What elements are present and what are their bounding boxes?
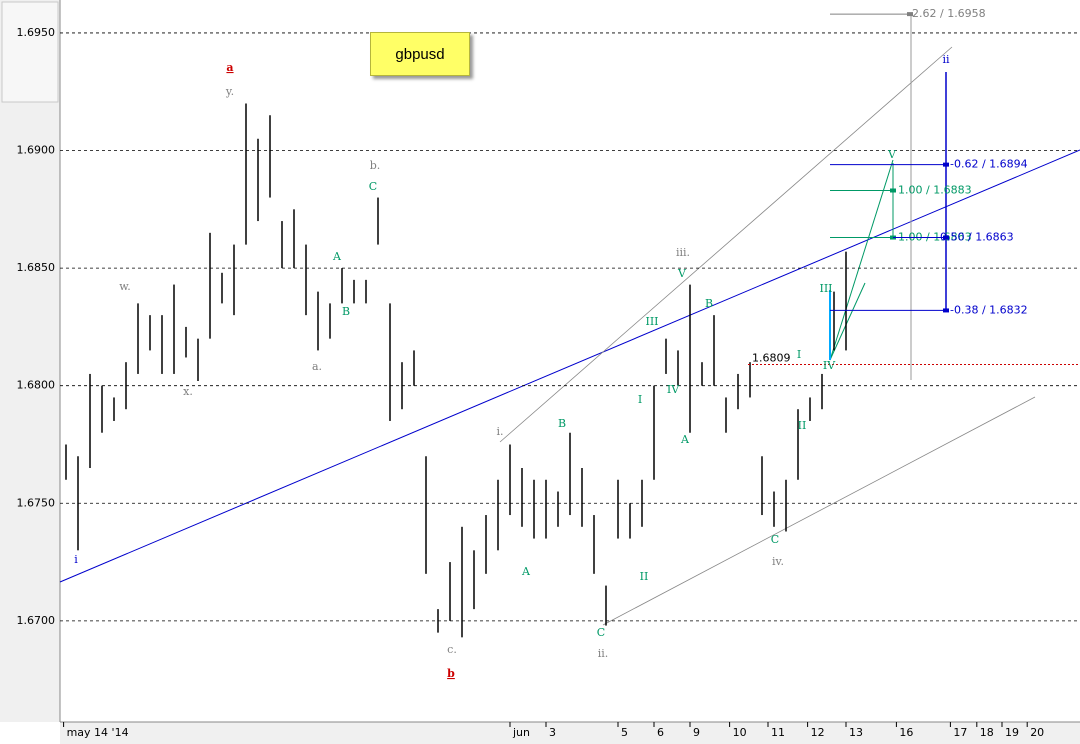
wave-label: iii. <box>676 246 690 259</box>
price-line-label: 1.6809 <box>752 352 791 365</box>
panel-box <box>1 1 59 103</box>
wave-label: C <box>771 533 779 546</box>
wave-label: I <box>638 393 642 406</box>
fib-handle <box>943 308 949 313</box>
wave-label: b. <box>370 159 381 172</box>
wave-label: A <box>332 250 342 263</box>
wave-label: II <box>798 419 807 432</box>
y-tick-label: 1.6900 <box>17 144 56 157</box>
trend-line <box>59 149 1080 583</box>
wave-label: i. <box>496 425 503 438</box>
x-tick-label: 3 <box>549 726 556 739</box>
y-axis-panel <box>0 0 60 722</box>
fib-handle <box>943 162 949 167</box>
wave-label: B <box>705 297 713 310</box>
wave-label: V <box>887 148 897 161</box>
x-tick-label: 9 <box>693 726 700 739</box>
x-tick-label: 6 <box>657 726 664 739</box>
y-tick-label: 1.6750 <box>17 496 56 509</box>
wave-label: x. <box>183 385 193 398</box>
x-axis-panel <box>60 722 1080 744</box>
fib-handle <box>907 12 913 17</box>
x-tick-label: 19 <box>1005 726 1019 739</box>
fib-handle <box>943 235 949 240</box>
wave-label: III <box>819 282 832 295</box>
wave-label: C <box>369 180 377 193</box>
y-tick-label: 1.6800 <box>17 379 56 392</box>
wave-label: iv. <box>772 555 784 568</box>
y-tick-label: 1.6850 <box>17 261 56 274</box>
wave-label: I <box>797 348 801 361</box>
wave-label: a <box>226 61 233 74</box>
wave-label: w. <box>119 280 131 293</box>
projection-line <box>829 282 866 361</box>
fib-label: -0.62 / 1.6894 <box>950 158 1028 171</box>
fib-label: 1.00 / 1.6883 <box>898 183 972 196</box>
wave-label: B <box>342 305 350 318</box>
wave-label: y. <box>225 85 234 98</box>
wave-label: V <box>677 267 687 280</box>
x-tick-label: may 14 '14 <box>67 726 129 739</box>
wave-label: II <box>640 570 649 583</box>
fib-handle <box>890 188 896 193</box>
x-tick-label: 5 <box>621 726 628 739</box>
x-tick-label: 16 <box>899 726 913 739</box>
y-tick-label: 1.6950 <box>17 26 56 39</box>
wave-label: IV <box>667 383 680 396</box>
wave-label: C <box>597 626 605 639</box>
x-tick-label: 20 <box>1030 726 1044 739</box>
wave-label: a. <box>312 360 322 373</box>
x-tick-label: 10 <box>733 726 747 739</box>
symbol-note: gbpusd <box>370 32 470 76</box>
fib-label: 0.50 / 1.6863 <box>940 231 1014 244</box>
channel-line <box>499 46 953 443</box>
wave-label: c. <box>447 643 457 656</box>
fib-label: -0.38 / 1.6832 <box>950 303 1028 316</box>
projection-line <box>829 159 894 361</box>
x-tick-label: jun <box>512 726 530 739</box>
wave-label: b <box>447 667 455 680</box>
x-tick-label: 13 <box>849 726 863 739</box>
wave-label: i <box>74 553 78 566</box>
wave-label: A <box>521 565 531 578</box>
x-tick-label: 17 <box>953 726 967 739</box>
wave-label: III <box>645 315 658 328</box>
x-tick-label: 11 <box>771 726 785 739</box>
fib-label: 2.62 / 1.6958 <box>912 7 986 20</box>
wave-label: ii. <box>598 647 609 660</box>
x-tick-label: 12 <box>811 726 825 739</box>
x-tick-label: 18 <box>980 726 994 739</box>
wave-label: B <box>558 417 566 430</box>
y-tick-label: 1.6700 <box>17 614 56 627</box>
wave-label: IV <box>823 359 836 372</box>
wave-label: A <box>680 433 690 446</box>
channel-line <box>602 396 1036 626</box>
wave-label: ii <box>942 53 950 66</box>
